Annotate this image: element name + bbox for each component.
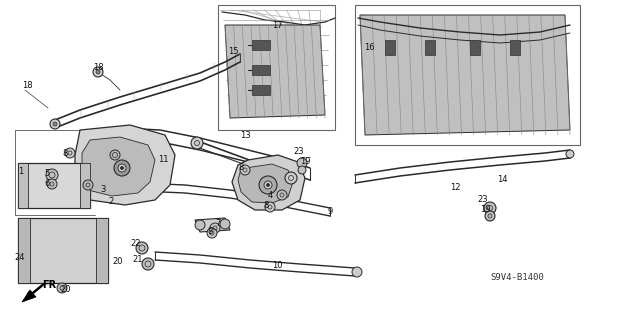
Circle shape	[566, 150, 574, 158]
Circle shape	[83, 180, 93, 190]
Text: 3: 3	[100, 184, 106, 194]
Circle shape	[114, 160, 130, 176]
Text: 8: 8	[238, 164, 243, 173]
Polygon shape	[82, 137, 155, 196]
Circle shape	[298, 166, 306, 174]
Text: 12: 12	[450, 183, 461, 192]
Text: 18: 18	[22, 80, 33, 90]
Circle shape	[277, 190, 287, 200]
Circle shape	[484, 202, 496, 214]
Text: FR.: FR.	[42, 280, 60, 290]
Text: 9: 9	[328, 207, 333, 217]
Circle shape	[57, 283, 67, 293]
Polygon shape	[195, 218, 230, 232]
Text: 21: 21	[132, 256, 143, 264]
Text: 23: 23	[477, 196, 488, 204]
Circle shape	[118, 164, 126, 172]
Circle shape	[264, 181, 272, 189]
Circle shape	[220, 219, 230, 229]
Text: 18: 18	[93, 63, 104, 72]
Polygon shape	[252, 85, 270, 95]
Text: 23: 23	[293, 147, 303, 157]
Text: 20: 20	[60, 286, 70, 294]
Circle shape	[46, 169, 58, 181]
Circle shape	[207, 228, 217, 238]
Polygon shape	[18, 163, 90, 208]
Circle shape	[47, 179, 57, 189]
Polygon shape	[510, 40, 520, 55]
Circle shape	[93, 67, 103, 77]
Polygon shape	[252, 40, 270, 50]
Text: 11: 11	[158, 155, 168, 165]
Text: 8: 8	[263, 201, 268, 210]
Circle shape	[110, 150, 120, 160]
Circle shape	[195, 220, 205, 230]
Polygon shape	[252, 65, 270, 75]
Text: 1: 1	[18, 167, 23, 176]
Polygon shape	[225, 25, 325, 118]
Circle shape	[352, 267, 362, 277]
Text: S9V4-B1400: S9V4-B1400	[490, 273, 544, 283]
Circle shape	[191, 137, 203, 149]
Text: 5: 5	[44, 169, 49, 179]
Circle shape	[266, 183, 269, 187]
Polygon shape	[355, 5, 580, 145]
Circle shape	[265, 202, 275, 212]
Text: 8: 8	[62, 149, 67, 158]
Text: 22: 22	[130, 239, 141, 248]
Polygon shape	[238, 164, 293, 203]
Polygon shape	[96, 218, 108, 283]
Polygon shape	[425, 40, 435, 55]
Text: 14: 14	[497, 175, 508, 184]
Circle shape	[96, 70, 100, 74]
Circle shape	[240, 165, 250, 175]
Polygon shape	[18, 218, 30, 283]
Text: 2: 2	[108, 197, 113, 206]
Text: 15: 15	[228, 48, 239, 56]
Text: 6: 6	[44, 179, 49, 188]
Polygon shape	[218, 5, 335, 130]
Circle shape	[65, 148, 75, 158]
Circle shape	[297, 158, 307, 168]
Text: 10: 10	[272, 261, 282, 270]
Polygon shape	[385, 40, 395, 55]
Circle shape	[285, 172, 297, 184]
Text: 17: 17	[272, 20, 283, 29]
Text: 24: 24	[14, 253, 24, 262]
Text: 16: 16	[364, 43, 374, 53]
Text: 13: 13	[240, 130, 251, 139]
Polygon shape	[18, 218, 108, 283]
Circle shape	[485, 211, 495, 221]
Polygon shape	[360, 15, 570, 135]
Text: 7: 7	[215, 219, 220, 228]
Text: 4: 4	[268, 191, 273, 201]
Circle shape	[142, 258, 154, 270]
Text: 20: 20	[112, 257, 122, 266]
Circle shape	[53, 122, 57, 126]
Polygon shape	[22, 290, 36, 302]
Polygon shape	[18, 163, 28, 208]
Circle shape	[136, 242, 148, 254]
Polygon shape	[470, 40, 480, 55]
Text: 19: 19	[300, 158, 310, 167]
Circle shape	[50, 119, 60, 129]
Circle shape	[120, 167, 124, 169]
Text: 19: 19	[480, 205, 490, 214]
Polygon shape	[75, 125, 175, 205]
Circle shape	[259, 176, 277, 194]
Polygon shape	[232, 155, 305, 210]
Polygon shape	[80, 163, 90, 208]
Circle shape	[210, 223, 220, 233]
Text: 8: 8	[207, 226, 212, 235]
